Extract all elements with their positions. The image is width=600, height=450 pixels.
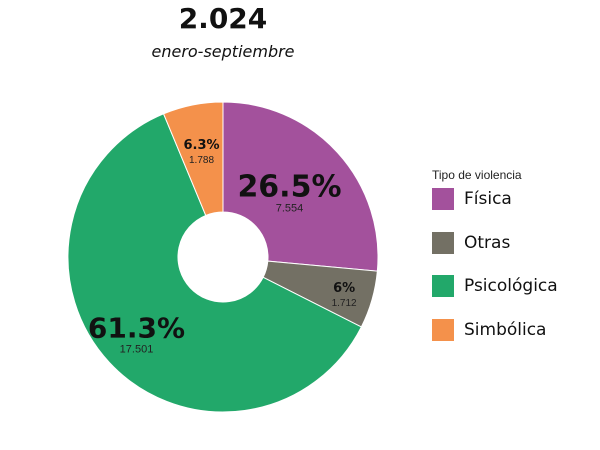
legend-item-psicologica: Psicológica (432, 275, 558, 297)
slice-percent-label-otras: 6% (333, 281, 355, 296)
legend-label-otras: Otras (464, 232, 511, 253)
slice-value-label-simbolica: 1.788 (189, 155, 214, 166)
legend-item-simbolica: Simbólica (432, 318, 558, 341)
donut-chart: 26.5%7.554 6% 1.712 61.3%17.501 6.3% 1.788 (67, 101, 379, 413)
chart-subtitle: enero-septiembre (151, 42, 295, 61)
legend-item-otras: Otras (432, 231, 558, 254)
slice-value-label-psicologica: 17.501 (120, 343, 154, 355)
slice-simbolica (162, 101, 224, 217)
legend-swatch-fisica (432, 188, 454, 210)
slice-percent-label-simbolica: 6.3% (183, 138, 219, 153)
slice-psicologica (67, 113, 363, 413)
slice-value-label-otras: 1.712 (332, 298, 357, 309)
slice-value-label-fisica: 7.554 (276, 202, 304, 214)
legend-title: Tipo de violencia (432, 168, 522, 182)
slice-percent-label-fisica: 26.5% (237, 169, 341, 204)
legend-swatch-psicologica (432, 275, 454, 297)
legend-label-fisica: Física (464, 189, 512, 209)
legend-swatch-otras (432, 231, 454, 254)
legend-label-simbolica: Simbólica (464, 319, 547, 340)
legend: Tipo de violencia Física Otras Psicológi… (432, 168, 558, 362)
legend-item-fisica: Física (432, 188, 558, 210)
legend-swatch-simbolica (432, 318, 454, 341)
chart-title: 2.024 (178, 2, 268, 35)
slice-fisica (222, 101, 379, 272)
slice-percent-label-psicologica: 61.3% (88, 311, 185, 344)
legend-label-psicologica: Psicológica (464, 276, 558, 296)
